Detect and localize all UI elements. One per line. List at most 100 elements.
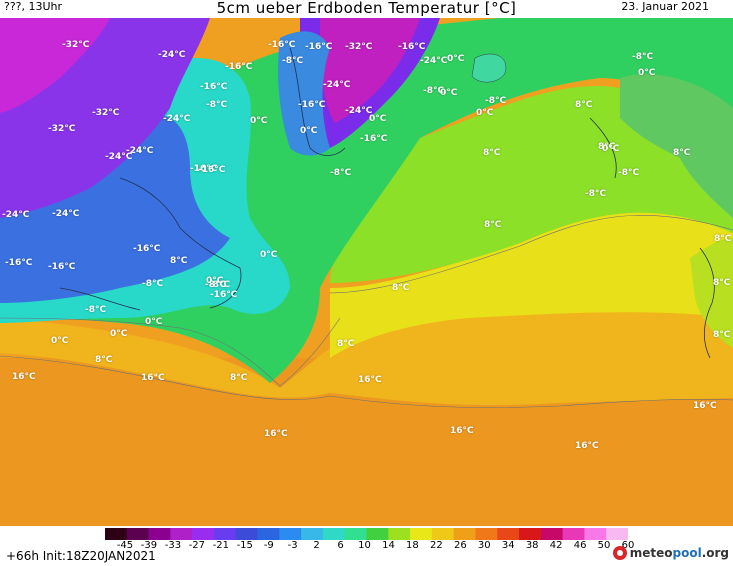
logo-icon [612, 546, 627, 560]
logo-text-a: meteo [629, 546, 673, 560]
temperature-label: -32°C [48, 124, 76, 134]
temperature-label: 0°C [145, 317, 163, 327]
colorbar-swatch [301, 528, 324, 540]
colorbar-swatch [606, 528, 628, 540]
europe-west [690, 238, 733, 348]
temperature-label: 16°C [575, 441, 599, 451]
temperature-label: 8°C [575, 100, 593, 110]
temperature-label: 8°C [714, 234, 732, 244]
colorbar-swatch [519, 528, 542, 540]
temperature-label: -8°C [282, 56, 304, 66]
temperature-label: 16°C [264, 429, 288, 439]
temperature-label: -8°C [618, 168, 640, 178]
colorbar-swatch [540, 528, 564, 540]
temperature-label: -16°C [305, 42, 333, 52]
colorbar-swatch [497, 528, 520, 540]
colorbar-tick: -9 [263, 540, 274, 551]
isotherm-8 [329, 215, 733, 294]
coastline-greenland [289, 47, 346, 156]
yellow-zone [330, 211, 733, 358]
temperature-label: 8°C [392, 283, 410, 293]
temperature-label: 0°C [51, 336, 69, 346]
temperature-label: -8°C [85, 305, 107, 315]
temperature-label: -8°C [423, 86, 445, 96]
colorbar-swatch [322, 528, 346, 540]
temperature-label: 0°C [638, 68, 656, 78]
temperature-label: -8°C [585, 189, 607, 199]
temperature-label: -16°C [225, 62, 253, 72]
colorbar-swatch [366, 528, 389, 540]
colorbar-swatch [192, 528, 215, 540]
colorbar-swatch [257, 528, 280, 540]
temperature-label: -8°C [330, 168, 352, 178]
colorbar-swatch [388, 528, 411, 540]
temperature-label: 16°C [693, 401, 717, 411]
temperature-label: -16°C [210, 290, 238, 300]
colorbar-tick: 10 [358, 540, 371, 551]
warm-zone-mid [0, 288, 733, 406]
temperature-label: -8°C [142, 279, 164, 289]
colorbar-swatch [126, 528, 150, 540]
temperature-label: -24°C [163, 114, 191, 124]
temperature-label: -8°C [632, 52, 654, 62]
temperature-label: -32°C [92, 108, 120, 118]
temperature-label: 16°C [141, 373, 165, 383]
colorbar-swatch [562, 528, 585, 540]
coastline-europe [589, 117, 715, 359]
temperature-label: 16°C [12, 372, 36, 382]
temperature-label: -24°C [345, 106, 373, 116]
temperature-label: 0°C [300, 126, 318, 136]
temperature-label: -16°C [48, 262, 76, 272]
colorbar-tick: -21 [212, 540, 229, 551]
temperature-label: 0°C [206, 276, 224, 286]
greenland-core [320, 18, 420, 123]
map-title: 5cm ueber Erdboden Temperatur [°C] [216, 0, 517, 17]
lightgreen-zone [330, 86, 733, 283]
temperature-label: 16°C [450, 426, 474, 436]
temperature-label: 8°C [483, 148, 501, 158]
temperature-label: 0°C [440, 88, 458, 98]
colorbar-tick: -33 [164, 540, 182, 551]
meteopool-logo[interactable]: meteo pool .org [612, 546, 729, 560]
greenland-edge [278, 31, 330, 156]
colorbar-tick: 6 [337, 540, 344, 551]
temperature-label: 8°C [170, 256, 188, 266]
temperature-label: 8°C [95, 355, 113, 365]
colorbar-tick: 34 [501, 540, 515, 551]
temperature-label: 16°C [358, 375, 382, 385]
temperature-label: 0°C [447, 54, 465, 64]
colorbar-swatch [410, 528, 433, 540]
colorbar-tick: 60 [621, 540, 635, 551]
temperature-label: -16°C [198, 165, 226, 175]
temperature-label: 8°C [337, 339, 355, 349]
temperature-label: -8°C [206, 100, 228, 110]
run-label: ???, 13Uhr [4, 0, 63, 13]
colorbar-tick: 42 [549, 540, 563, 551]
valid-date: 23. Januar 2021 [621, 0, 709, 13]
colorbar-tick: 38 [525, 540, 539, 551]
colorbar-tick: 18 [406, 540, 419, 551]
isotherm-16 [0, 355, 733, 408]
colorbar-swatch [235, 528, 259, 540]
temperature-label: 8°C [598, 142, 616, 152]
temperature-label: -24°C [126, 146, 154, 156]
temperature-label: -16°C [190, 164, 218, 174]
temperature-label: -8°C [485, 96, 507, 106]
temperature-label: -16°C [360, 134, 388, 144]
colorbar-swatch [279, 528, 302, 540]
temperature-label: -24°C [323, 80, 351, 90]
temperature-label: 0°C [250, 116, 268, 126]
colorbar-tick: -15 [236, 540, 253, 551]
colorbar-tick: -3 [287, 540, 298, 551]
temperature-label: -16°C [133, 244, 161, 254]
colorbar-tick: 26 [453, 540, 467, 551]
colorbar-tick: 2 [313, 540, 320, 551]
temperature-label: 0°C [369, 114, 387, 124]
temperature-label: -24°C [52, 209, 80, 219]
isotherm-0 [0, 317, 341, 387]
colorbar-tick: -27 [188, 540, 206, 551]
colorbar-tick: 14 [382, 540, 395, 551]
temperature-label: -16°C [200, 82, 228, 92]
iceland [471, 53, 507, 83]
